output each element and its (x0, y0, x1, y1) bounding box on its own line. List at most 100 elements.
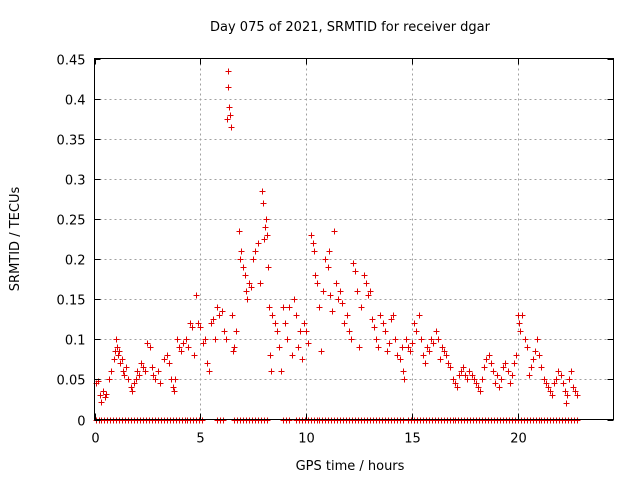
data-point (140, 364, 147, 371)
data-point (492, 380, 499, 387)
data-point (433, 328, 440, 335)
data-point (183, 336, 190, 343)
data-point (350, 260, 357, 267)
data-point (225, 68, 232, 75)
data-point (516, 320, 523, 327)
data-point (157, 380, 164, 387)
data-point (471, 376, 478, 383)
x-tick-label: 0 (91, 432, 99, 447)
data-point (178, 348, 185, 355)
data-point (373, 336, 380, 343)
data-point (204, 360, 211, 367)
data-point (445, 360, 452, 367)
data-point (528, 364, 535, 371)
data-point (193, 292, 200, 299)
data-point (422, 360, 429, 367)
data-point (490, 368, 497, 375)
data-point (380, 320, 387, 327)
data-point (261, 236, 268, 243)
data-point (447, 364, 454, 371)
data-point (98, 399, 105, 406)
data-point (413, 328, 420, 335)
data-point (268, 368, 275, 375)
data-point (170, 384, 177, 391)
data-point (269, 312, 276, 319)
data-point (475, 384, 482, 391)
data-point (560, 380, 567, 387)
data-point (452, 380, 459, 387)
data-point (237, 256, 244, 263)
data-point (229, 312, 236, 319)
data-point (161, 356, 168, 363)
data-point (264, 417, 271, 424)
data-point (369, 316, 376, 323)
data-point (308, 232, 315, 239)
data-point (231, 344, 238, 351)
data-point (113, 336, 120, 343)
data-point (530, 356, 537, 363)
data-point (428, 336, 435, 343)
data-point (274, 328, 281, 335)
x-axis-label: GPS time / hours (296, 459, 405, 474)
data-point (500, 364, 507, 371)
data-point (250, 256, 257, 263)
data-point (377, 312, 384, 319)
data-point (191, 352, 198, 359)
plot-frame (94, 58, 614, 420)
data-point (187, 320, 194, 327)
data-point (566, 376, 573, 383)
data-point (394, 352, 401, 359)
data-point (443, 352, 450, 359)
data-point (513, 352, 520, 359)
y-tick-label: 0.05 (57, 374, 86, 389)
data-point (225, 84, 232, 91)
data-point (240, 264, 247, 271)
data-point (424, 344, 431, 351)
data-point (197, 324, 204, 331)
data-point (185, 344, 192, 351)
data-point (220, 417, 227, 424)
data-point (200, 340, 207, 347)
data-point (224, 116, 231, 123)
data-point (555, 368, 562, 375)
data-point (121, 372, 128, 379)
data-point (226, 104, 233, 111)
y-tick-label: 0.15 (57, 294, 86, 309)
data-point (266, 304, 273, 311)
data-point (144, 340, 151, 347)
data-point (295, 344, 302, 351)
data-point (111, 356, 118, 363)
data-point (119, 356, 126, 363)
y-tick-label: 0.25 (57, 214, 86, 229)
data-point (456, 372, 463, 379)
data-point (297, 328, 304, 335)
data-point (545, 384, 552, 391)
data-point (195, 320, 202, 327)
data-point (246, 280, 253, 287)
data-point (172, 376, 179, 383)
data-point (361, 272, 368, 279)
data-point (496, 384, 503, 391)
data-point (219, 308, 226, 315)
data-point (108, 368, 115, 375)
data-point (407, 348, 414, 355)
data-point (356, 344, 363, 351)
data-point (454, 384, 461, 391)
data-point (541, 376, 548, 383)
data-point (462, 372, 469, 379)
data-point (155, 368, 162, 375)
data-point (248, 284, 255, 291)
data-point (236, 228, 243, 235)
data-point (354, 288, 361, 295)
tick-layer (94, 58, 614, 421)
data-point (262, 224, 269, 231)
data-point (441, 348, 448, 355)
data-point (117, 360, 124, 367)
data-point (509, 372, 516, 379)
data-point (574, 417, 581, 424)
data-point (572, 388, 579, 395)
data-point (244, 296, 251, 303)
data-point (348, 336, 355, 343)
